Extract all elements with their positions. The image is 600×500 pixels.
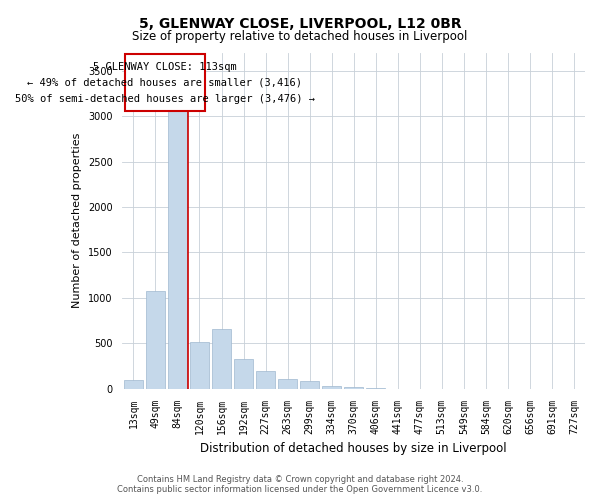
Bar [124,380,143,388]
Bar [190,342,209,388]
X-axis label: Distribution of detached houses by size in Liverpool: Distribution of detached houses by size … [200,442,507,455]
Bar [212,328,231,388]
Bar [146,290,165,388]
Text: 50% of semi-detached houses are larger (3,476) →: 50% of semi-detached houses are larger (… [15,94,315,104]
Text: 5 GLENWAY CLOSE: 113sqm: 5 GLENWAY CLOSE: 113sqm [93,62,236,72]
Bar [168,82,187,388]
Bar [300,382,319,388]
Y-axis label: Number of detached properties: Number of detached properties [73,133,82,308]
Bar [256,372,275,388]
Bar [234,358,253,388]
FancyBboxPatch shape [125,54,205,110]
Bar [322,386,341,388]
Text: 5, GLENWAY CLOSE, LIVERPOOL, L12 0BR: 5, GLENWAY CLOSE, LIVERPOOL, L12 0BR [139,18,461,32]
Text: ← 49% of detached houses are smaller (3,416): ← 49% of detached houses are smaller (3,… [27,78,302,88]
Bar [278,378,297,388]
Text: Contains HM Land Registry data © Crown copyright and database right 2024.
Contai: Contains HM Land Registry data © Crown c… [118,474,482,494]
Text: Size of property relative to detached houses in Liverpool: Size of property relative to detached ho… [133,30,467,43]
